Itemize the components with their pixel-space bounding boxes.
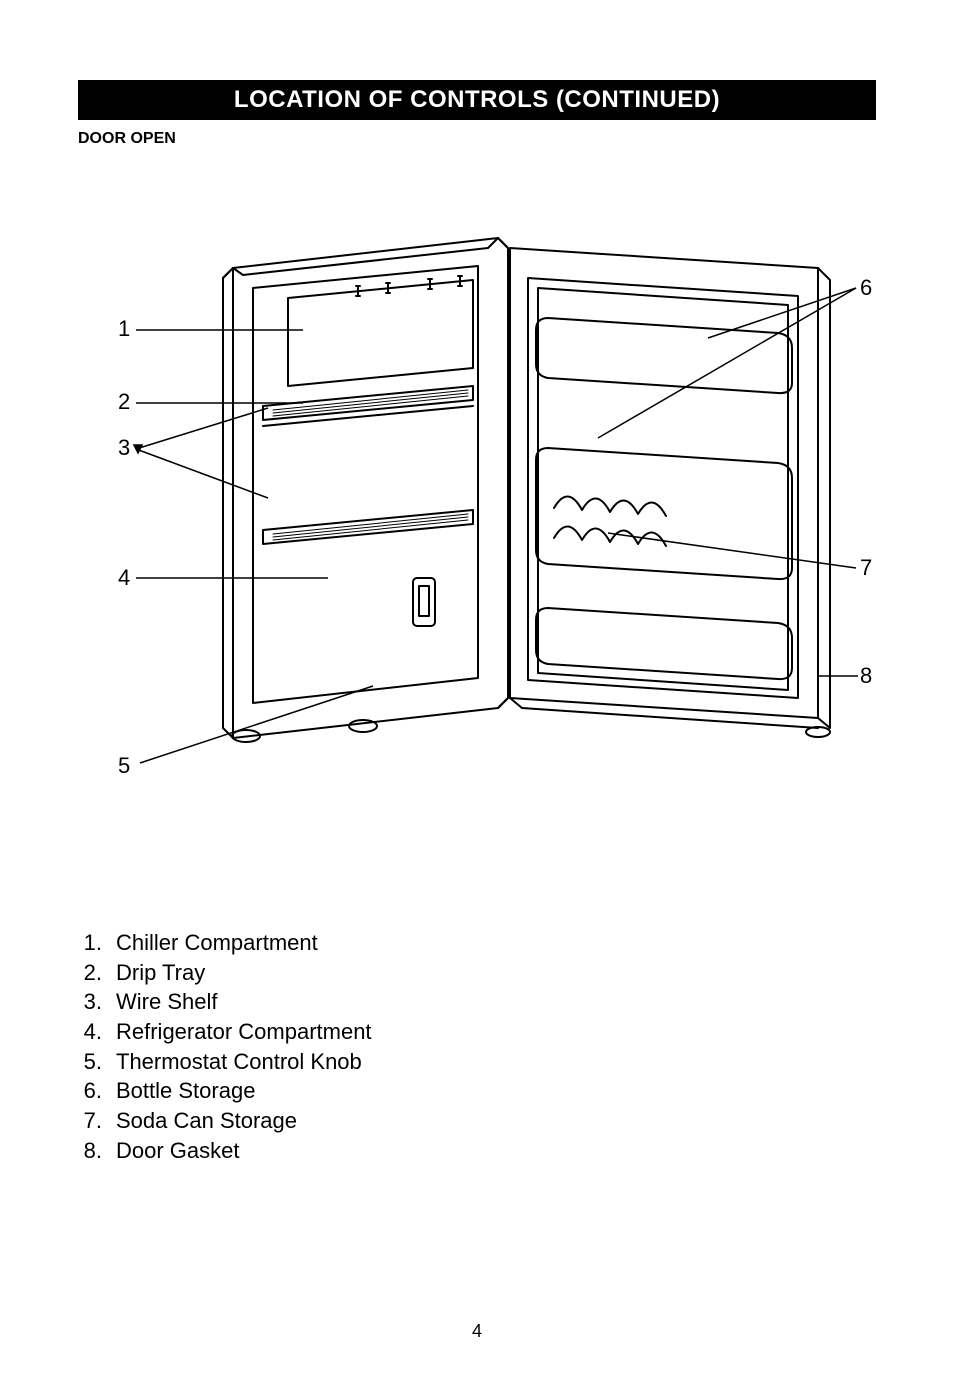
section-title: LOCATION OF CONTROLS (CONTINUED)	[234, 86, 720, 113]
callout-1: 1	[118, 316, 130, 342]
legend-num: 8.	[78, 1136, 116, 1166]
legend-num: 7.	[78, 1106, 116, 1136]
legend-num: 1.	[78, 928, 116, 958]
legend-list: 1. Chiller Compartment 2. Drip Tray 3. W…	[78, 928, 876, 1166]
diagram-figure: 1 2 3 4 5 6 7 8	[78, 208, 878, 798]
legend-item: 8. Door Gasket	[78, 1136, 876, 1166]
page-content: LOCATION OF CONTROLS (CONTINUED) DOOR OP…	[0, 0, 954, 1166]
legend-label: Refrigerator Compartment	[116, 1017, 372, 1047]
legend-num: 3.	[78, 987, 116, 1017]
legend-label: Thermostat Control Knob	[116, 1047, 362, 1077]
legend-label: Drip Tray	[116, 958, 205, 988]
section-subtitle: DOOR OPEN	[78, 130, 876, 148]
legend-num: 6.	[78, 1076, 116, 1106]
legend-item: 4. Refrigerator Compartment	[78, 1017, 876, 1047]
legend-item: 1. Chiller Compartment	[78, 928, 876, 958]
legend-item: 3. Wire Shelf	[78, 987, 876, 1017]
callout-5: 5	[118, 753, 130, 779]
legend-num: 5.	[78, 1047, 116, 1077]
section-title-bar: LOCATION OF CONTROLS (CONTINUED)	[78, 80, 876, 120]
legend-item: 2. Drip Tray	[78, 958, 876, 988]
legend-item: 6. Bottle Storage	[78, 1076, 876, 1106]
legend-label: Wire Shelf	[116, 987, 217, 1017]
legend-label: Soda Can Storage	[116, 1106, 297, 1136]
legend-label: Chiller Compartment	[116, 928, 318, 958]
callout-7: 7	[860, 555, 872, 581]
callout-8: 8	[860, 663, 872, 689]
legend-item: 7. Soda Can Storage	[78, 1106, 876, 1136]
legend-label: Bottle Storage	[116, 1076, 255, 1106]
legend-num: 2.	[78, 958, 116, 988]
callout-4: 4	[118, 565, 130, 591]
callout-6: 6	[860, 275, 872, 301]
legend-num: 4.	[78, 1017, 116, 1047]
fridge-diagram-svg	[78, 208, 878, 798]
page-number: 4	[0, 1321, 954, 1342]
legend-item: 5. Thermostat Control Knob	[78, 1047, 876, 1077]
callout-2: 2	[118, 389, 130, 415]
legend-label: Door Gasket	[116, 1136, 240, 1166]
callout-3: 3	[118, 435, 130, 461]
